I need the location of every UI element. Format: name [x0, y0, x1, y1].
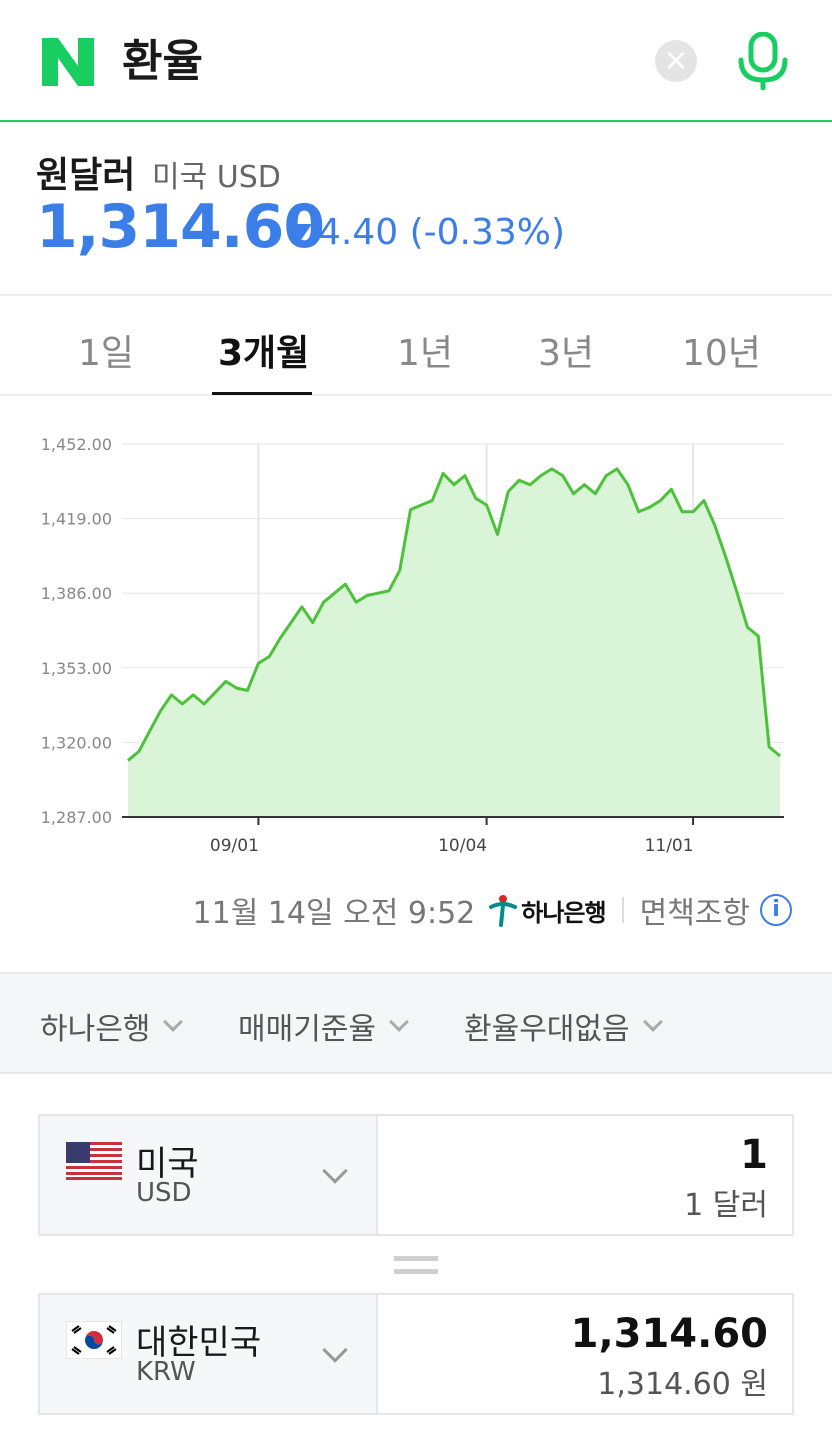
from-currency-select[interactable]: 미국 USD [40, 1116, 378, 1234]
divider [621, 897, 624, 923]
down-arrow-icon [290, 224, 312, 240]
y-tick-label: 1,386.00 [41, 584, 112, 603]
microphone-icon[interactable] [736, 32, 790, 90]
from-amount-input[interactable]: 1 [740, 1132, 768, 1178]
disclaimer-link[interactable]: 면책조항 [639, 896, 750, 931]
y-tick-label: 1,419.00 [41, 510, 112, 529]
naver-logo-icon[interactable] [40, 36, 96, 88]
x-tick-label: 11/01 [645, 836, 694, 856]
x-tick-label: 09/01 [210, 836, 259, 856]
equals-icon [394, 1256, 438, 1276]
to-amount-input[interactable]: 1,314.60 [570, 1311, 768, 1357]
chevron-down-icon [389, 1012, 409, 1032]
to-currency-select[interactable]: 대한민국 KRW [40, 1295, 378, 1413]
exchange-rate-value: 1,314.60 [36, 192, 325, 262]
y-tick-label: 1,452.00 [41, 435, 112, 454]
us-flag-icon [66, 1142, 122, 1180]
converter-to-row: 대한민국 KRW 1,314.60 1,314.60 원 [38, 1293, 794, 1415]
converter-from-row: 미국 USD 1 1 달러 [38, 1114, 794, 1236]
period-tabs: 1일 3개월 1년 3년 10년 [0, 298, 832, 396]
to-amount-text: 1,314.60 원 [597, 1367, 768, 1402]
currency-pair-name: 원달러 [36, 155, 136, 196]
to-currency-code: KRW [136, 1357, 196, 1387]
source-line: 11월 14일 오전 9:52 하나은행 면책조항 i [193, 888, 792, 932]
clear-search-button[interactable]: × [655, 40, 697, 82]
preferential-rate-select-label: 환율우대없음 [464, 1012, 630, 1047]
tab-1-day[interactable]: 1일 [78, 333, 135, 374]
rate-type-select[interactable]: 매매기준율 [238, 1004, 409, 1048]
chevron-down-icon [642, 1012, 663, 1032]
to-country-name: 대한민국 [136, 1323, 262, 1363]
currency-pair-subtitle: 미국 USD [152, 160, 281, 195]
info-icon[interactable]: i [760, 894, 792, 926]
chevron-down-icon [322, 1158, 348, 1184]
y-tick-label: 1,320.00 [41, 733, 112, 752]
y-tick-label: 1,287.00 [41, 808, 112, 827]
search-bar: 환율 × [0, 0, 832, 122]
update-timestamp: 11월 14일 오전 9:52 [192, 896, 476, 931]
chevron-down-icon [322, 1337, 348, 1363]
preferential-rate-select[interactable]: 환율우대없음 [464, 1004, 663, 1048]
rate-type-select-label: 매매기준율 [238, 1012, 376, 1047]
tab-3-months[interactable]: 3개월 [218, 333, 310, 374]
from-currency-code: USD [136, 1178, 192, 1208]
korea-flag-icon [66, 1321, 122, 1359]
chevron-down-icon [163, 1012, 184, 1032]
tab-10-years[interactable]: 10년 [682, 333, 761, 374]
bank-name: 하나은행 [521, 898, 606, 927]
active-tab-indicator [212, 392, 312, 395]
search-query[interactable]: 환율 [122, 36, 203, 87]
bank-select[interactable]: 하나은행 [40, 1004, 184, 1048]
from-amount-text: 1 달러 [684, 1188, 768, 1223]
rate-header: 원달러 미국 USD 1,314.60 4.40 (-0.33%) [0, 124, 832, 296]
bank-select-label: 하나은행 [40, 1012, 151, 1047]
bank-logo: 하나은행 [489, 893, 607, 928]
chart-series-line [127, 467, 781, 762]
tab-3-years[interactable]: 3년 [538, 333, 595, 374]
y-tick-label: 1,353.00 [41, 659, 112, 678]
hana-bank-logo-icon [489, 895, 518, 927]
chart-area-fill [128, 468, 780, 817]
from-country-name: 미국 [136, 1144, 199, 1184]
rate-change: 4.40 (-0.33%) [318, 212, 566, 253]
x-tick-label: 10/04 [438, 836, 487, 856]
filter-row: 하나은행 매매기준율 환율우대없음 [0, 972, 832, 1074]
exchange-rate-chart[interactable]: 1,452.00 1,419.00 1,386.00 1,353.00 1,320.00… [0, 420, 832, 870]
tab-1-year[interactable]: 1년 [397, 333, 454, 374]
